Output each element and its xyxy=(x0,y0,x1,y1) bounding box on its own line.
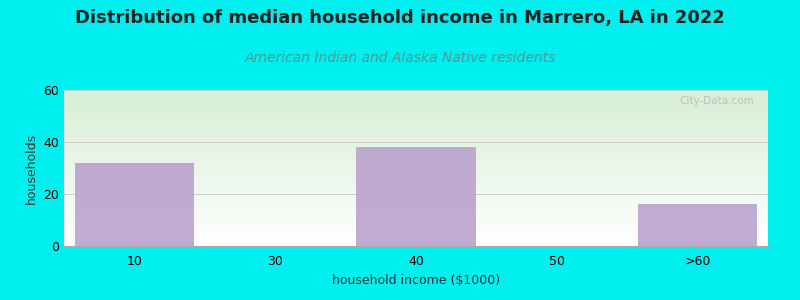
Bar xyxy=(638,204,758,246)
Bar xyxy=(356,147,476,246)
X-axis label: household income ($1000): household income ($1000) xyxy=(332,274,500,286)
Text: Distribution of median household income in Marrero, LA in 2022: Distribution of median household income … xyxy=(75,9,725,27)
Bar xyxy=(74,163,194,246)
Y-axis label: households: households xyxy=(25,132,38,204)
Text: City-Data.com: City-Data.com xyxy=(679,96,754,106)
Text: American Indian and Alaska Native residents: American Indian and Alaska Native reside… xyxy=(244,51,556,65)
